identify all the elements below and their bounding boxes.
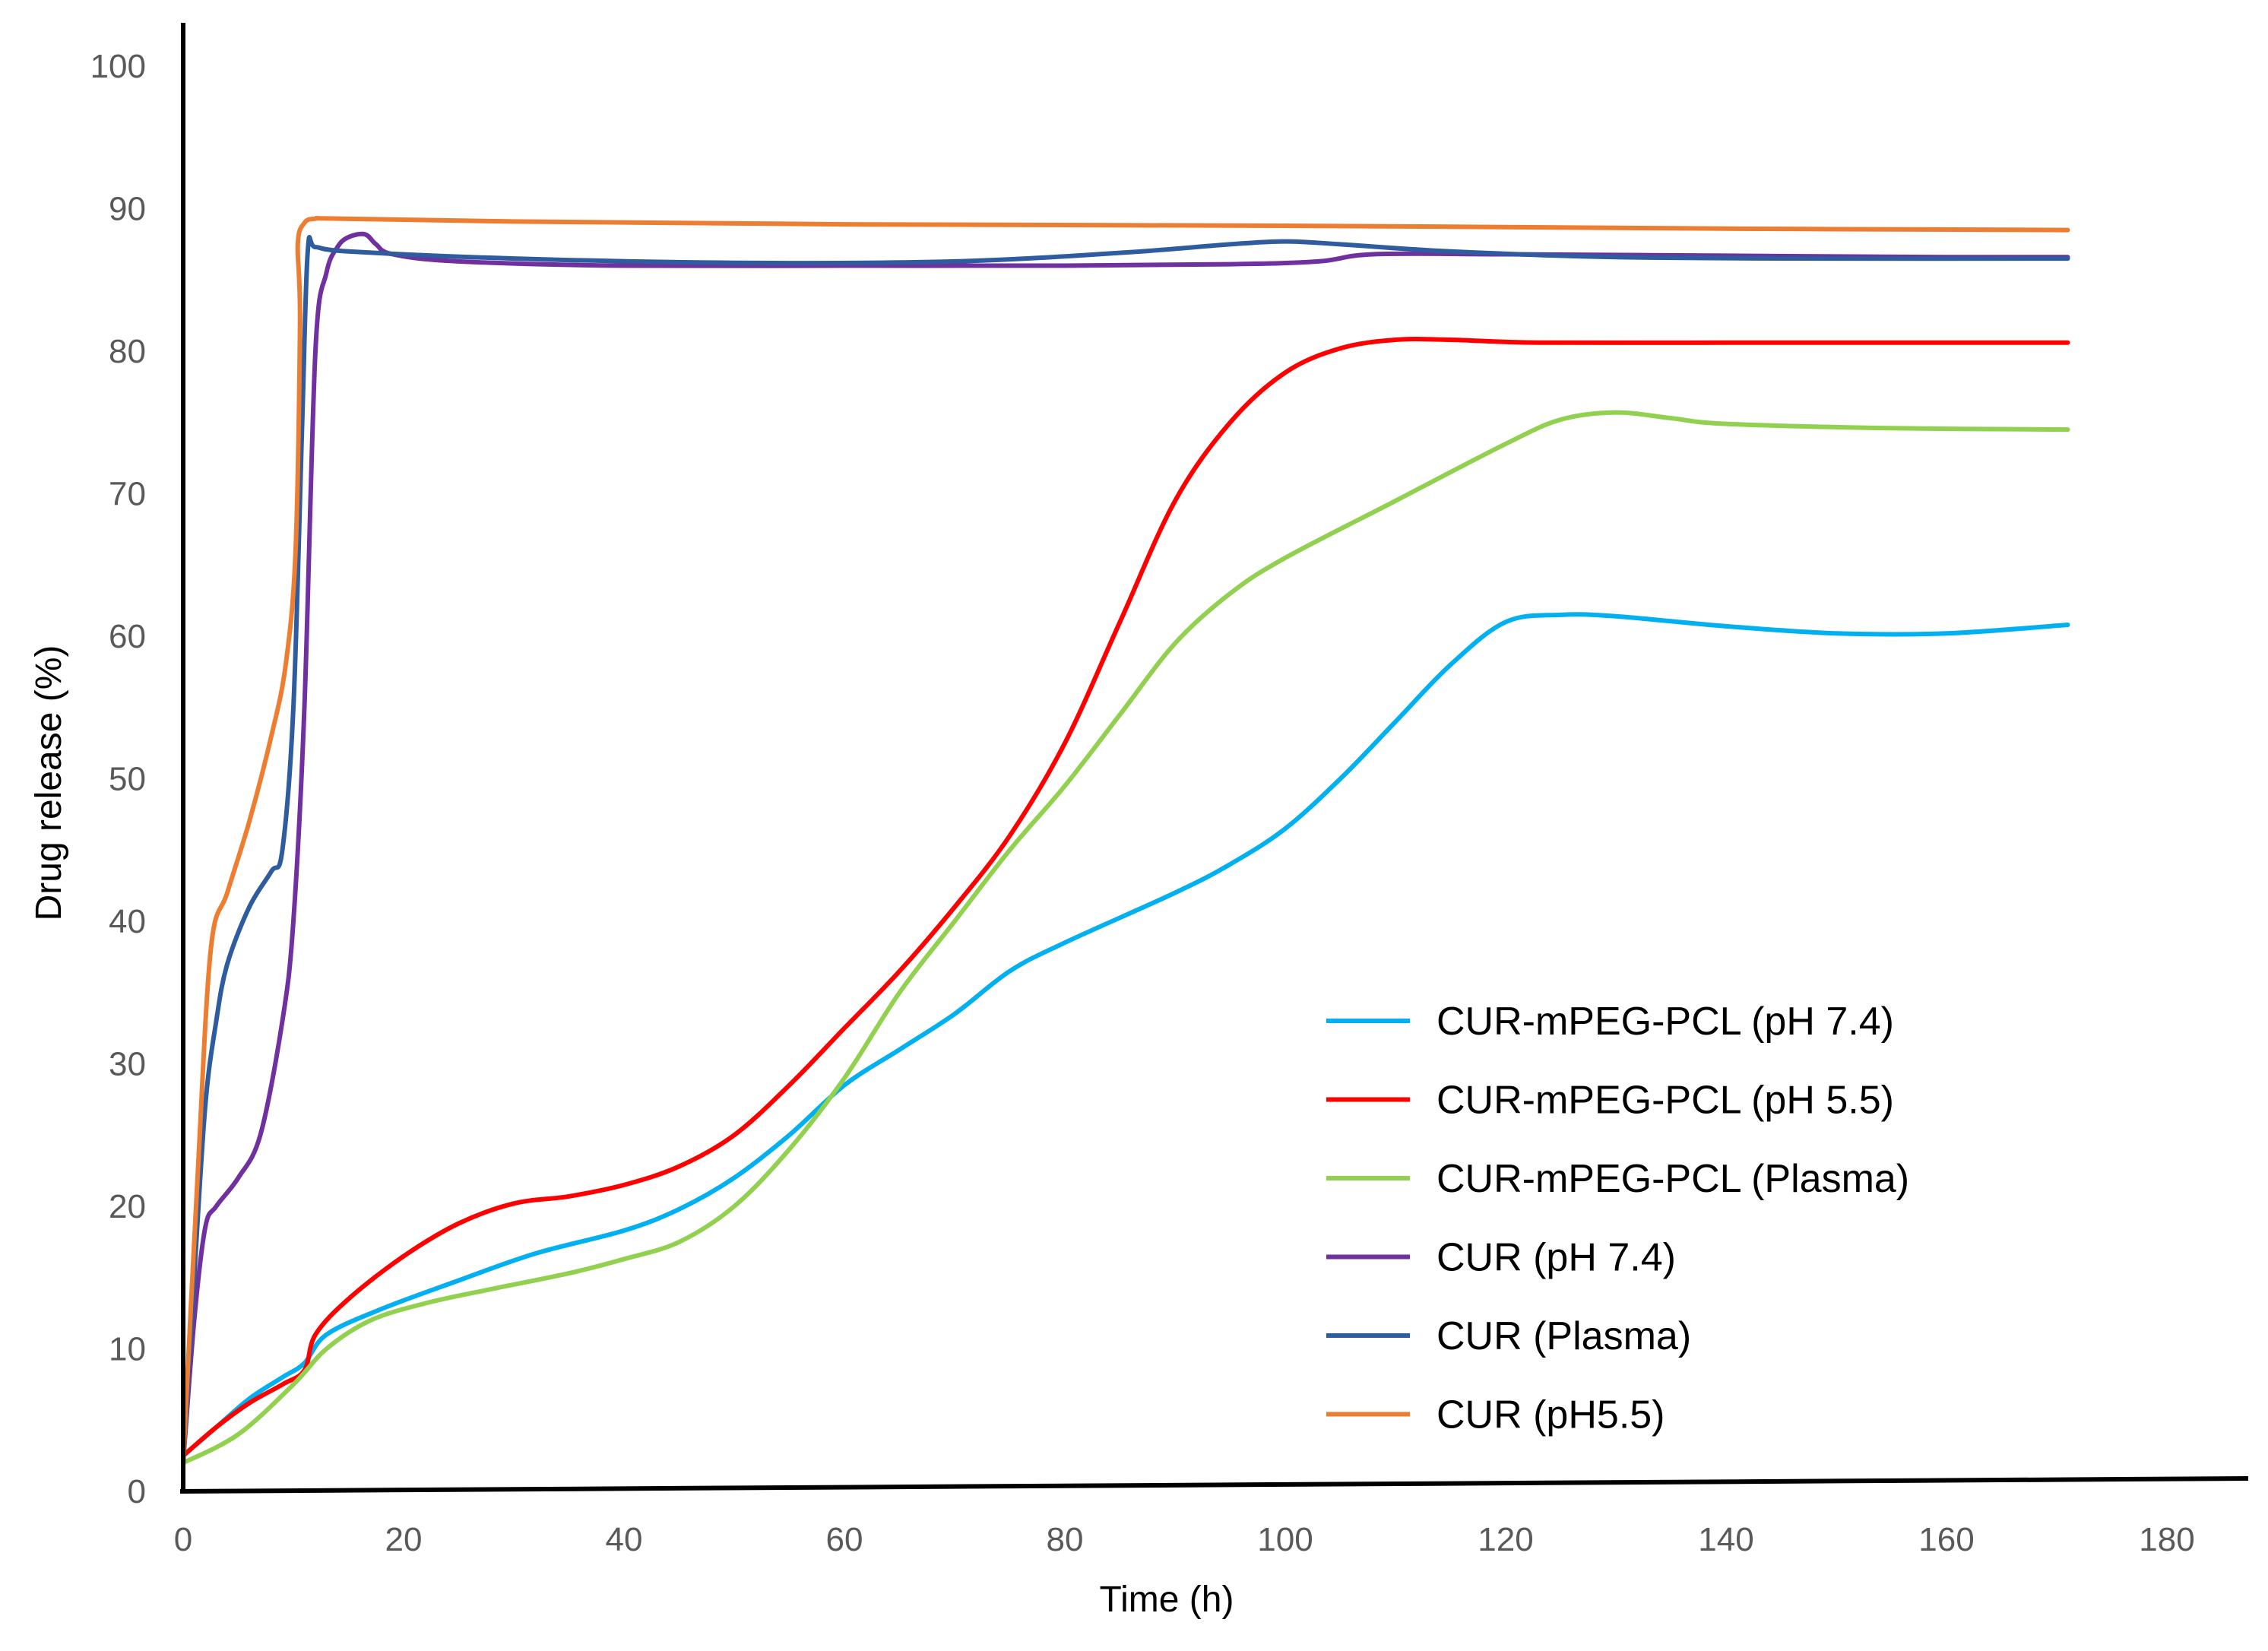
x-axis-title: Time (h) (1100, 1580, 1234, 1620)
y-tick-label: 90 (109, 191, 146, 228)
x-tick-label: 0 (174, 1521, 192, 1558)
x-tick-label: 180 (2139, 1521, 2194, 1558)
y-tick-label: 60 (109, 618, 146, 655)
legend: CUR-mPEG-PCL (pH 7.4) CUR-mPEG-PCL (pH 5.… (1326, 1000, 1909, 1437)
x-tick-labels: 0 20 40 60 80 100 120 140 160 180 (174, 1521, 2195, 1558)
series-line-cur-ph-7-4 (181, 231, 2070, 1466)
x-tick-label: 60 (826, 1521, 863, 1558)
legend-label-cur-mpeg-pcl-plasma: CUR-mPEG-PCL (Plasma) (1437, 1157, 1909, 1201)
y-tick-label: 50 (109, 761, 146, 798)
series-line-cur-plasma (181, 235, 2070, 1466)
x-tick-label: 80 (1047, 1521, 1084, 1558)
x-tick-label: 40 (606, 1521, 643, 1558)
series-line-cur-mpeg-pcl-plasma (181, 410, 2070, 1466)
legend-label-cur-ph-7-4: CUR (pH 7.4) (1437, 1236, 1676, 1280)
y-tick-labels: 0 10 20 30 40 50 60 70 80 90 100 (90, 48, 146, 1510)
x-tick-label: 20 (385, 1521, 423, 1558)
series-line-cur-ph5-5 (181, 216, 2070, 1466)
y-tick-label: 40 (109, 903, 146, 940)
y-tick-label: 10 (109, 1331, 146, 1368)
y-tick-label: 30 (109, 1046, 146, 1083)
x-axis-line (179, 1476, 2249, 1494)
y-tick-label: 80 (109, 333, 146, 370)
x-tick-label: 160 (1918, 1521, 1974, 1558)
y-tick-label: 70 (109, 476, 146, 513)
legend-label-cur-mpeg-pcl-ph-7-4: CUR-mPEG-PCL (pH 7.4) (1437, 1000, 1894, 1044)
y-tick-label: 20 (109, 1188, 146, 1225)
y-tick-label: 0 (128, 1473, 146, 1510)
legend-label-cur-ph5-5: CUR (pH5.5) (1437, 1393, 1665, 1437)
y-axis-title: Drug release (%) (29, 645, 69, 921)
x-tick-label: 120 (1478, 1521, 1533, 1558)
x-tick-label: 140 (1698, 1521, 1753, 1558)
series-lines (181, 216, 2070, 1466)
x-tick-label: 100 (1257, 1521, 1313, 1558)
series-line-cur-mpeg-pcl-ph-5-5 (181, 337, 2070, 1459)
legend-label-cur-plasma: CUR (Plasma) (1437, 1314, 1691, 1358)
plot-area (181, 216, 2070, 1466)
series-line-cur-mpeg-pcl-ph-7-4 (181, 612, 2070, 1459)
y-tick-label: 100 (90, 48, 146, 85)
legend-label-cur-mpeg-pcl-ph-5-5: CUR-mPEG-PCL (pH 5.5) (1437, 1079, 1894, 1123)
